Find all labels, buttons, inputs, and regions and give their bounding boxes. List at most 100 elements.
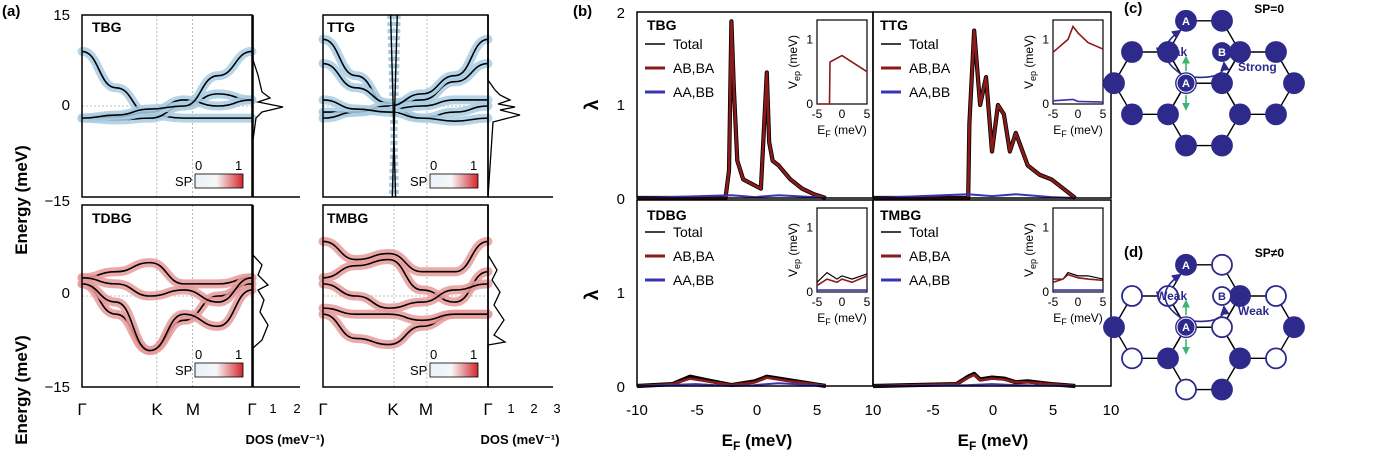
inset-ytick: 0: [806, 97, 813, 111]
svg-text:1: 1: [235, 347, 242, 362]
inset-ylabel: Vep (meV): [1022, 35, 1038, 89]
site-b: [1265, 285, 1287, 307]
site-a: [1229, 347, 1251, 370]
site-b: [1265, 103, 1287, 126]
site-b: [1121, 285, 1143, 307]
legend-label: AA,BB: [673, 272, 714, 288]
inset-series-aa-bb: [1052, 98, 1104, 103]
site-a-center: [1176, 317, 1196, 337]
svg-text:0: 0: [430, 347, 437, 362]
inset-ytick: 0: [806, 285, 813, 299]
axes-frame: [872, 11, 1112, 199]
b-xtick: 5: [1049, 402, 1057, 419]
a-xtick-m: M: [419, 400, 433, 419]
nn-label: Weak: [1238, 304, 1269, 318]
site-a: [1211, 134, 1233, 157]
inset-ytick: 1: [806, 220, 813, 234]
panel-label: (d): [1124, 244, 1143, 261]
inset-series-total: [816, 271, 868, 283]
legend-label: AB,BA: [673, 248, 715, 264]
site-b: [1121, 103, 1143, 126]
inset-series-ab-ba: [817, 54, 868, 105]
site-b-neighbor: [1212, 286, 1232, 306]
legend: Total AB,BA AA,BB: [645, 224, 715, 288]
a-xtick-gamma: Γ: [318, 400, 327, 419]
band-subplot-tdbg: [77, 204, 300, 388]
inset-xtick: -5: [812, 107, 823, 121]
inset-ytick: 0: [1042, 97, 1049, 111]
weak-label: Weak: [1156, 45, 1187, 59]
inset-xtick: -5: [1048, 107, 1059, 121]
legend-label: Total: [909, 36, 939, 52]
band-line: [81, 283, 253, 352]
dos-curves: [252, 15, 521, 387]
b-xtick: 5: [813, 402, 821, 419]
subplot-name-tbg: TBG: [647, 17, 677, 33]
inset-xlabel: EF (meV): [1053, 123, 1103, 139]
legend: Total AB,BA AA,BB: [645, 36, 715, 100]
inset-xtick: 5: [1100, 107, 1107, 121]
lambda-subplot-ttg: [872, 11, 1112, 201]
inset-ylabel: Vep (meV): [786, 223, 802, 277]
inset-ylabel: Vep (meV): [786, 35, 802, 89]
colorbar: SP 0 1: [410, 347, 479, 378]
subplot-name-tmbg: TMBG: [880, 207, 921, 223]
inset-series-ab-ba: [1052, 273, 1104, 284]
a-dos-tick: 2: [530, 401, 537, 416]
site-b-neighbor: [1212, 42, 1232, 62]
site-a-top: [1177, 11, 1195, 30]
legend: Total AB,BA AA,BB: [881, 36, 951, 100]
a-dos-tick: 1: [507, 401, 514, 416]
a-dos-tick: 2: [293, 401, 300, 416]
inset-xtick: 5: [864, 107, 871, 121]
inset-frame: [816, 19, 868, 105]
site-b: [1211, 9, 1233, 32]
band-line: [81, 50, 253, 119]
band-subplot-tmbg: [318, 204, 553, 388]
inset-ytick: 0: [1042, 285, 1049, 299]
a-dos-tick: 1: [269, 401, 276, 416]
inset-ytick: 1: [1042, 32, 1049, 46]
a-ylabel-top: Energy (meV): [12, 145, 31, 255]
series-ab-ba: [872, 373, 1076, 388]
lattice-panel-d: A A B Weak Weak SP≠0 (d): [1103, 244, 1305, 401]
a-dos-xlabel: DOS (meV⁻¹): [245, 432, 324, 447]
svg-text:0: 0: [195, 347, 202, 362]
site-a-label: A: [1182, 322, 1190, 334]
subplot-name-tdbg: TDBG: [647, 207, 687, 223]
subplot-name-ttg: TTG: [880, 17, 908, 33]
subplot-name-ttg: TTG: [327, 19, 355, 35]
inset-xlabel: EF (meV): [817, 311, 867, 327]
svg-text:SP: SP: [175, 363, 192, 378]
svg-text:1: 1: [235, 158, 242, 173]
inset-frame: [816, 207, 868, 293]
subplot-name-tbg: TBG: [92, 19, 122, 35]
inset-xtick: 5: [864, 295, 871, 309]
inset-xtick: -5: [1048, 295, 1059, 309]
legend-label: AB,BA: [909, 248, 951, 264]
site-b: [1121, 347, 1143, 370]
site-a: [1157, 103, 1179, 126]
series-aa-bb: [636, 194, 826, 199]
site-a: [1283, 72, 1305, 95]
panel-label-a: (a): [2, 3, 20, 20]
b-xtick: -5: [926, 402, 939, 419]
site-b-label: B: [1218, 291, 1226, 303]
band-line: [389, 14, 397, 198]
b-ytick: 0: [617, 379, 625, 396]
inset-ytick: 1: [806, 32, 813, 46]
a-ylabel-bottom: Energy (meV): [12, 335, 31, 445]
inset-series-ab-ba: [1052, 24, 1104, 53]
site-b: [1265, 41, 1287, 63]
site-b: [1175, 134, 1197, 157]
legend-label: Total: [673, 224, 703, 240]
a-ytick: 15: [53, 7, 70, 24]
lambda-subplot-tmbg: [872, 199, 1112, 389]
band-line: [81, 261, 253, 285]
lattice-panel-c: A A B Weak Strong SP=0 (c): [1103, 0, 1305, 157]
inset-series-ab-ba: [816, 275, 868, 287]
subplot-name-tmbg: TMBG: [327, 210, 368, 226]
a-dos-xlabel: DOS (meV⁻¹): [480, 432, 559, 447]
